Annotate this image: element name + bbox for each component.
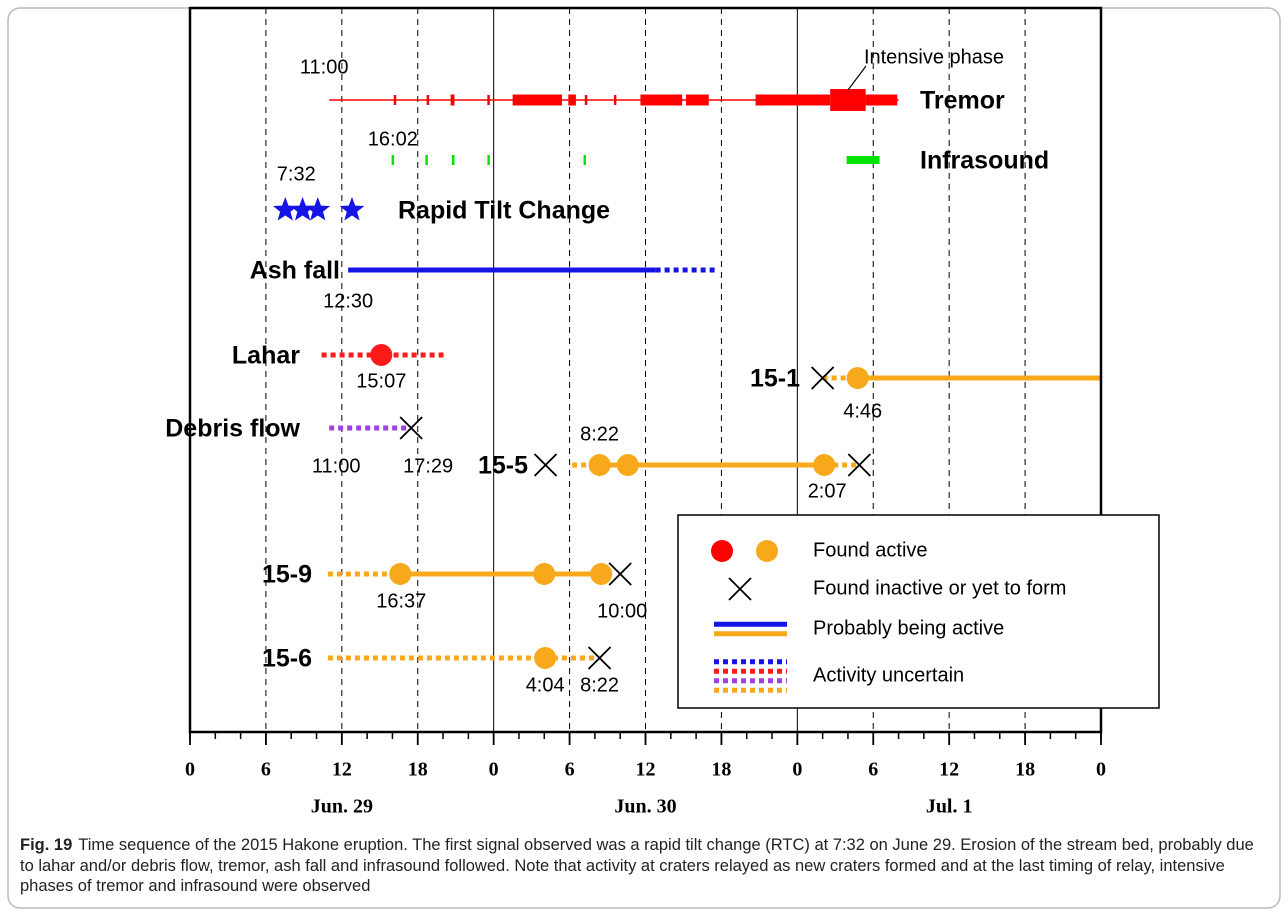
thick-segment xyxy=(450,94,455,106)
x-tick-label: 6 xyxy=(868,759,878,781)
active-marker xyxy=(616,454,639,476)
row-name: Ash fall xyxy=(250,257,340,285)
time-label: 4:04 xyxy=(526,674,565,696)
thick-segment xyxy=(865,94,898,106)
active-marker xyxy=(370,344,393,366)
active-marker xyxy=(588,454,611,476)
active-marker xyxy=(813,454,836,476)
tilt-star xyxy=(272,197,298,221)
cross-stroke xyxy=(608,562,632,586)
x-tick-label: 0 xyxy=(185,759,195,781)
time-label: 11:00 xyxy=(300,56,349,78)
row-name: Lahar xyxy=(232,342,300,370)
thick-segment xyxy=(568,94,576,106)
x-tick-label: 0 xyxy=(792,759,802,781)
thick-segment xyxy=(512,94,562,106)
active-marker xyxy=(846,367,869,389)
caption-text: Time sequence of the 2015 Hakone eruptio… xyxy=(20,836,1254,895)
row-name: 15-1 xyxy=(750,365,800,393)
thick-segment xyxy=(640,94,683,106)
tilt-star xyxy=(305,197,331,221)
tilt-star xyxy=(339,197,365,221)
time-label: 2:07 xyxy=(808,480,847,502)
cross-stroke xyxy=(399,416,423,440)
cross-stroke xyxy=(728,577,752,601)
x-tick-label: 0 xyxy=(489,759,499,781)
active-marker xyxy=(534,647,557,669)
time-label: 12:30 xyxy=(323,290,373,312)
time-label: 16:02 xyxy=(368,128,418,150)
x-tick-label: 12 xyxy=(939,759,959,781)
time-label: 17:29 xyxy=(403,455,453,477)
row-name: Rapid Tilt Change xyxy=(398,197,610,225)
caption-label: Fig. 19 xyxy=(20,836,73,854)
annotation: Intensive phase xyxy=(864,46,1004,68)
row-name: 15-9 xyxy=(262,561,312,589)
x-tick-label: 0 xyxy=(1096,759,1106,781)
time-label: 16:37 xyxy=(376,590,426,612)
cross-stroke xyxy=(811,366,835,390)
x-tick-label: 6 xyxy=(565,759,575,781)
cross-stroke xyxy=(587,646,612,670)
legend-label: Activity uncertain xyxy=(813,664,964,686)
annotation-leader xyxy=(847,65,867,91)
active-marker xyxy=(590,563,613,585)
thick-segment xyxy=(685,94,709,106)
x-tick-label: 18 xyxy=(408,759,428,781)
legend-marker xyxy=(756,540,778,562)
plot-frame xyxy=(188,6,1103,734)
x-tick-label: 12 xyxy=(636,759,656,781)
inactive-marker xyxy=(847,453,871,477)
inactive-marker xyxy=(587,646,612,670)
tilt-star xyxy=(290,197,315,221)
legend-marker xyxy=(711,540,733,562)
active-marker xyxy=(533,563,556,585)
inactive-marker xyxy=(533,453,558,477)
time-label: 4:46 xyxy=(843,400,882,422)
time-label: 8:22 xyxy=(580,674,619,696)
thick-segment xyxy=(755,94,831,106)
time-label: 7:32 xyxy=(277,163,316,185)
time-label: 8:22 xyxy=(580,423,619,445)
date-label: Jul. 1 xyxy=(926,796,973,818)
legend-label: Probably being active xyxy=(813,617,1004,639)
x-tick-label: 12 xyxy=(332,759,352,781)
intense-segment xyxy=(830,89,866,111)
legend-label: Found active xyxy=(813,539,928,561)
row-name: Debris flow xyxy=(165,415,300,443)
time-label: 11:00 xyxy=(312,455,361,477)
x-tick-label: 18 xyxy=(1015,759,1035,781)
inactive-marker xyxy=(811,366,835,390)
thick-segment xyxy=(846,156,880,164)
time-label: 10:00 xyxy=(597,600,647,622)
time-label: 15:07 xyxy=(356,370,406,392)
caption: Fig. 19 Time sequence of the 2015 Hakone … xyxy=(20,835,1270,897)
inactive-marker xyxy=(728,577,752,601)
row-name: Tremor xyxy=(920,87,1005,115)
row-name: 15-6 xyxy=(262,645,312,673)
inactive-marker xyxy=(399,416,423,440)
date-label: Jun. 29 xyxy=(311,796,373,818)
active-marker xyxy=(389,563,412,585)
x-tick-label: 18 xyxy=(711,759,731,781)
legend-label: Found inactive or yet to form xyxy=(813,577,1066,599)
row-name: 15-5 xyxy=(478,452,528,480)
cross-stroke xyxy=(847,453,871,477)
x-tick-label: 6 xyxy=(261,759,271,781)
date-label: Jun. 30 xyxy=(614,796,676,818)
inactive-marker xyxy=(608,562,632,586)
row-name: Infrasound xyxy=(920,147,1049,175)
cross-stroke xyxy=(533,453,558,477)
legend: Found active Found inactive or yet to for… xyxy=(677,514,1160,709)
